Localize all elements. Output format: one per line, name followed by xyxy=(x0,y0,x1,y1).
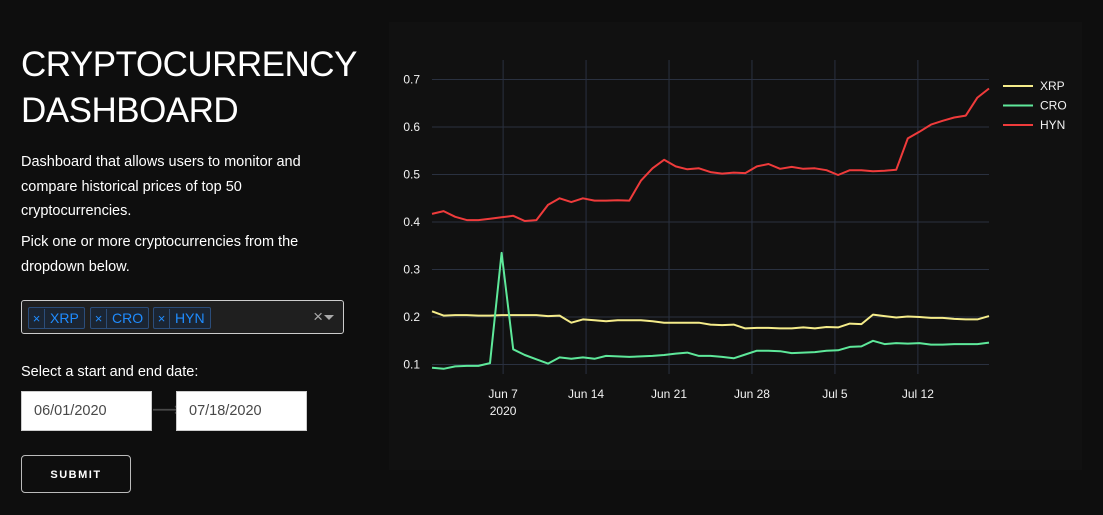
x-tick-label: Jun 14 xyxy=(568,387,604,401)
series-line-xrp xyxy=(431,310,990,330)
y-tick-label: 0.5 xyxy=(403,168,420,182)
remove-xrp-icon[interactable]: × xyxy=(29,309,45,329)
dropdown-instruction: Pick one or more cryptocurrencies from t… xyxy=(21,234,299,275)
y-tick-label: 0.1 xyxy=(403,358,420,372)
selected-chip-xrp: × XRP xyxy=(28,307,85,329)
date-range-label: Select a start and end date: xyxy=(21,364,199,380)
series-line-cro xyxy=(431,251,990,370)
selected-chip-hyn: × HYN xyxy=(153,307,211,329)
chip-label: CRO xyxy=(112,310,144,326)
x-tick-sublabel: 2020 xyxy=(490,404,517,418)
x-tick-label: Jul 5 xyxy=(822,387,848,401)
price-chart-svg: 0.1 0.2 0.3 0.4 0.5 0.6 0.7 Jun 7 2020 Jun 14 Jun … xyxy=(403,60,1067,418)
y-tick-label: 0.2 xyxy=(403,310,420,324)
title-line-1: CRYPTOCURRENCY xyxy=(21,45,357,84)
remove-cro-icon[interactable]: × xyxy=(91,309,107,329)
x-tick-label: Jun 21 xyxy=(651,387,687,401)
legend-label-hyn: HYN xyxy=(1040,118,1065,132)
y-tick-label: 0.6 xyxy=(403,120,420,134)
chip-label: HYN xyxy=(175,310,205,326)
remove-hyn-icon[interactable]: × xyxy=(154,309,170,329)
series-line-hyn xyxy=(431,87,990,222)
x-tick-label: Jul 12 xyxy=(902,387,934,401)
page-title: CRYPTOCURRENCY DASHBOARD xyxy=(21,42,357,134)
price-chart: 0.1 0.2 0.3 0.4 0.5 0.6 0.7 Jun 7 2020 Jun 14 Jun … xyxy=(389,22,1082,470)
dashboard-description: Dashboard that allows users to monitor a… xyxy=(21,154,301,219)
arrow-right-icon: ⟶ xyxy=(152,399,181,421)
chip-label: XRP xyxy=(50,310,79,326)
legend-label-cro: CRO xyxy=(1040,99,1067,113)
y-tick-label: 0.7 xyxy=(403,73,420,87)
x-tick-label: Jun 7 xyxy=(488,387,518,401)
chevron-down-icon[interactable] xyxy=(324,315,334,320)
start-date-input[interactable]: 06/01/2020 xyxy=(21,391,152,431)
title-line-2: DASHBOARD xyxy=(21,91,239,130)
legend-label-xrp: XRP xyxy=(1040,79,1065,93)
selected-chip-cro: × CRO xyxy=(90,307,150,329)
date-range-picker: 06/01/2020 ⟶ 07/18/2020 xyxy=(21,391,307,431)
clear-all-icon[interactable]: × xyxy=(313,307,323,326)
y-tick-label: 0.4 xyxy=(403,215,420,229)
y-tick-label: 0.3 xyxy=(403,263,420,277)
crypto-multiselect-dropdown[interactable]: × XRP × CRO × HYN × xyxy=(21,300,344,334)
end-date-input[interactable]: 07/18/2020 xyxy=(176,391,307,431)
x-tick-label: Jun 28 xyxy=(734,387,770,401)
submit-button[interactable]: SUBMIT xyxy=(21,455,131,493)
